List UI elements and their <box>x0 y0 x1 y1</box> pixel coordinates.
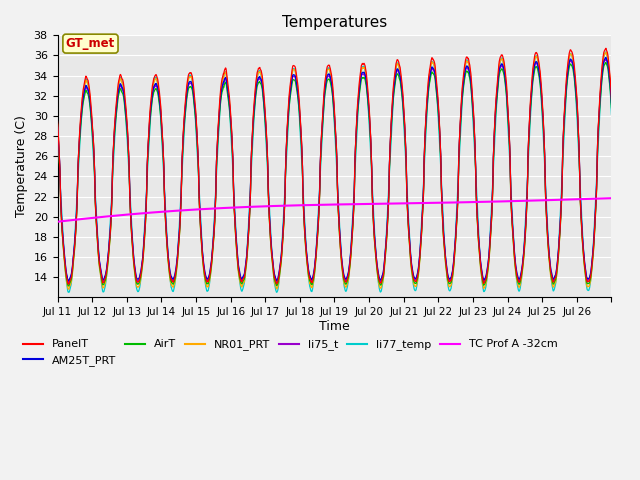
Y-axis label: Temperature (C): Temperature (C) <box>15 115 28 217</box>
X-axis label: Time: Time <box>319 320 350 333</box>
Legend: PanelT, AM25T_PRT, AirT, NR01_PRT, li75_t, li77_temp, TC Prof A -32cm: PanelT, AM25T_PRT, AirT, NR01_PRT, li75_… <box>19 335 563 370</box>
Text: GT_met: GT_met <box>66 37 115 50</box>
Title: Temperatures: Temperatures <box>282 15 387 30</box>
